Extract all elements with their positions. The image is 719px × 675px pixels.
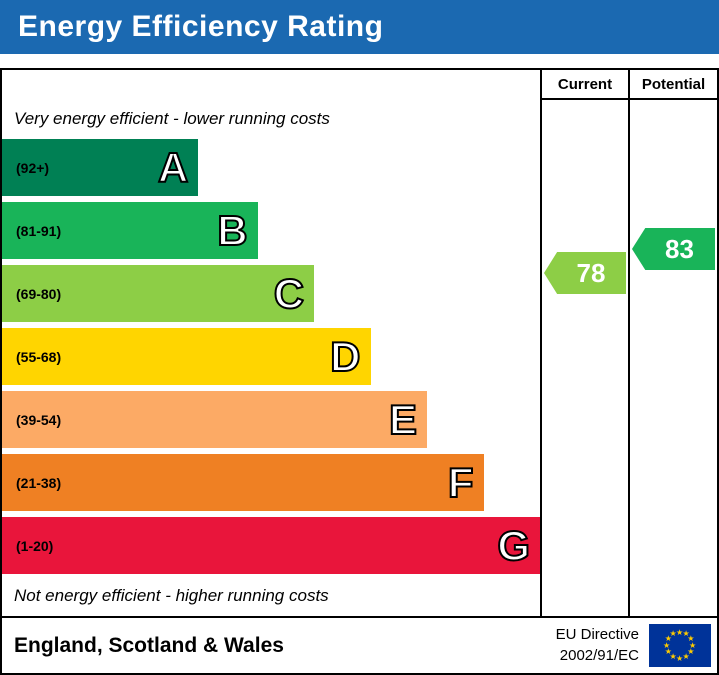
page-title: Energy Efficiency Rating — [18, 10, 384, 43]
band-c-range: (69-80) — [16, 285, 62, 302]
bands-area: Very energy efficient - lower running co… — [2, 70, 540, 616]
potential-rating-arrow: 83 — [632, 228, 715, 270]
eu-star: ★ — [669, 651, 677, 661]
rating-chart-box: Very energy efficient - lower running co… — [0, 68, 719, 675]
eu-star: ★ — [687, 634, 695, 643]
band-b-bar: (81-91) B — [2, 202, 258, 259]
note-bottom: Not energy efficient - higher running co… — [14, 586, 329, 605]
band-row-a: (92+) A — [2, 136, 540, 199]
band-a-range: (92+) — [16, 159, 50, 176]
band-e-bar: (39-54) E — [2, 391, 428, 448]
band-c-bar: (69-80) C — [2, 265, 315, 322]
eu-directive-line2: 2002/91/EC — [559, 646, 639, 664]
eu-star: ★ — [664, 634, 672, 643]
current-column-header: Current — [542, 70, 628, 100]
band-f-range: (21-38) — [16, 474, 62, 491]
eu-star: ★ — [664, 647, 672, 656]
band-a-letter: A — [157, 143, 189, 191]
bands: (92+) A (81-91) B (69-80) C — [2, 136, 540, 577]
band-row-f: (21-38) F — [2, 451, 540, 514]
band-g-range: (1-20) — [16, 537, 54, 554]
note-top: Very energy efficient - lower running co… — [14, 109, 330, 128]
eu-star: ★ — [676, 627, 684, 637]
eu-star: ★ — [682, 629, 690, 639]
header-spacer — [2, 70, 540, 100]
potential-rating-value: 83 — [665, 234, 694, 264]
band-row-g: (1-20) G — [2, 514, 540, 577]
band-row-b: (81-91) B — [2, 199, 540, 262]
band-d-range: (55-68) — [16, 348, 62, 365]
eu-star: ★ — [687, 647, 695, 656]
region-label: England, Scotland & Wales — [14, 633, 284, 657]
band-b-letter: B — [216, 206, 248, 254]
band-row-e: (39-54) E — [2, 388, 540, 451]
band-a-bar: (92+) A — [2, 139, 199, 196]
eu-star: ★ — [663, 640, 671, 650]
band-f-letter: F — [447, 458, 475, 506]
band-f-bar: (21-38) F — [2, 454, 484, 511]
band-d-letter: D — [329, 332, 361, 380]
eu-star: ★ — [682, 651, 690, 661]
band-row-d: (55-68) D — [2, 325, 540, 388]
band-b-range: (81-91) — [16, 222, 62, 239]
eu-star: ★ — [669, 629, 677, 639]
band-e-range: (39-54) — [16, 411, 62, 428]
potential-column-header: Potential — [630, 70, 717, 100]
band-g-bar: (1-20) G — [2, 517, 540, 574]
rating-chart: Very energy efficient - lower running co… — [2, 70, 717, 616]
current-column: Current 78 — [540, 70, 628, 616]
eu-star: ★ — [689, 640, 697, 650]
band-e-letter: E — [388, 395, 418, 443]
current-rating-arrow: 78 — [544, 252, 626, 294]
eu-directive-line1: EU Directive — [555, 626, 639, 644]
potential-column: Potential 83 — [628, 70, 717, 616]
current-rating-value: 78 — [576, 258, 606, 288]
title-bar: Energy Efficiency Rating — [0, 0, 719, 54]
eu-flag: ★ ★ ★ ★ ★ ★ ★ ★ ★ ★ ★ ★ — [649, 624, 711, 667]
eu-star: ★ — [676, 653, 684, 663]
eu-directive-text: EU Directive 2002/91/EC — [556, 625, 639, 666]
band-d-bar: (55-68) D — [2, 328, 371, 385]
band-row-c: (69-80) C — [2, 262, 540, 325]
band-c-letter: C — [273, 269, 305, 317]
footer: England, Scotland & Wales EU Directive 2… — [2, 616, 717, 673]
band-g-letter: G — [496, 521, 531, 569]
